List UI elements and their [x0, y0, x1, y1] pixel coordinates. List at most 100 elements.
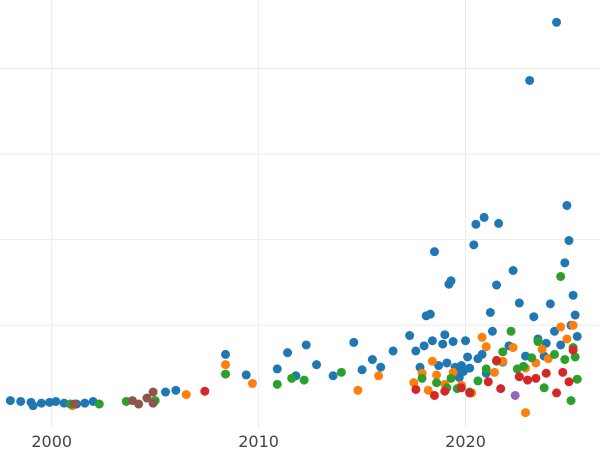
data-point	[425, 309, 435, 319]
data-point	[353, 385, 363, 395]
data-point	[487, 326, 497, 336]
data-point	[171, 385, 181, 395]
data-point	[299, 375, 309, 385]
data-point	[473, 376, 483, 386]
data-point	[533, 337, 543, 347]
x-tick-label: 2020	[445, 432, 486, 450]
data-point	[527, 353, 537, 363]
data-point	[427, 336, 437, 346]
data-point	[429, 390, 439, 400]
data-point	[80, 398, 90, 408]
data-point	[388, 346, 398, 356]
data-point	[525, 75, 535, 85]
data-point	[272, 364, 282, 374]
data-point	[570, 310, 580, 320]
data-point	[5, 396, 15, 406]
data-point	[514, 372, 524, 382]
data-point	[461, 336, 471, 346]
data-point	[566, 396, 576, 406]
grid-layer	[0, 0, 600, 428]
data-point	[481, 342, 491, 352]
data-point	[419, 341, 429, 351]
data-point	[301, 340, 311, 350]
data-point	[181, 390, 191, 400]
data-point	[572, 331, 582, 341]
data-point	[287, 373, 297, 383]
data-point	[442, 358, 452, 368]
data-point	[142, 393, 152, 403]
data-point	[463, 352, 473, 362]
data-point	[469, 240, 479, 250]
data-point	[221, 360, 231, 370]
data-point	[521, 408, 531, 418]
data-point	[411, 384, 421, 394]
data-point	[36, 398, 46, 408]
data-point	[523, 375, 533, 385]
data-point	[411, 346, 421, 356]
data-point	[134, 399, 144, 409]
data-point	[28, 401, 38, 411]
data-point	[446, 276, 456, 286]
x-tick-label: 2000	[31, 432, 72, 450]
data-point	[465, 363, 475, 373]
data-point	[552, 17, 562, 27]
data-point	[506, 326, 516, 336]
data-point	[568, 290, 578, 300]
x-axis: 2000 2010 2020	[31, 432, 486, 450]
data-point	[221, 349, 231, 359]
data-point	[200, 386, 210, 396]
data-point	[448, 337, 458, 347]
data-point	[440, 330, 450, 340]
data-point	[485, 307, 495, 317]
data-point	[562, 200, 572, 210]
data-point	[417, 373, 427, 383]
data-point	[405, 331, 415, 341]
data-point	[423, 385, 433, 395]
data-point	[549, 349, 559, 359]
data-point	[456, 383, 466, 393]
data-point	[357, 365, 367, 375]
data-point	[161, 387, 171, 397]
data-point	[560, 258, 570, 268]
x-tick-label: 2010	[238, 432, 279, 450]
data-point	[438, 339, 448, 349]
data-point	[427, 356, 437, 366]
data-point	[568, 345, 578, 355]
data-point	[148, 398, 158, 408]
data-point	[328, 371, 338, 381]
data-point	[446, 373, 456, 383]
data-point	[552, 388, 562, 398]
data-point	[518, 361, 528, 371]
data-point	[496, 384, 506, 394]
data-point	[94, 399, 104, 409]
data-point	[432, 378, 442, 388]
data-point	[556, 340, 566, 350]
data-point	[529, 312, 539, 322]
data-point	[367, 355, 377, 365]
data-point	[483, 377, 493, 387]
data-point	[562, 334, 572, 344]
data-point	[492, 280, 502, 290]
data-point	[374, 371, 384, 381]
data-point	[429, 247, 439, 257]
data-point	[489, 367, 499, 377]
data-point	[477, 349, 487, 359]
data-point	[570, 352, 580, 362]
data-point	[564, 236, 574, 246]
data-point	[241, 370, 251, 380]
data-point	[556, 271, 566, 281]
data-point	[221, 369, 231, 379]
data-point	[572, 374, 582, 384]
data-point	[440, 386, 450, 396]
data-point	[409, 378, 419, 388]
data-point	[498, 347, 508, 357]
data-point	[560, 355, 570, 365]
data-point	[508, 265, 518, 275]
data-point	[514, 298, 524, 308]
data-point	[541, 368, 551, 378]
data-point	[336, 367, 346, 377]
data-point	[537, 344, 547, 354]
data-point	[492, 355, 502, 365]
data-point	[69, 399, 79, 409]
